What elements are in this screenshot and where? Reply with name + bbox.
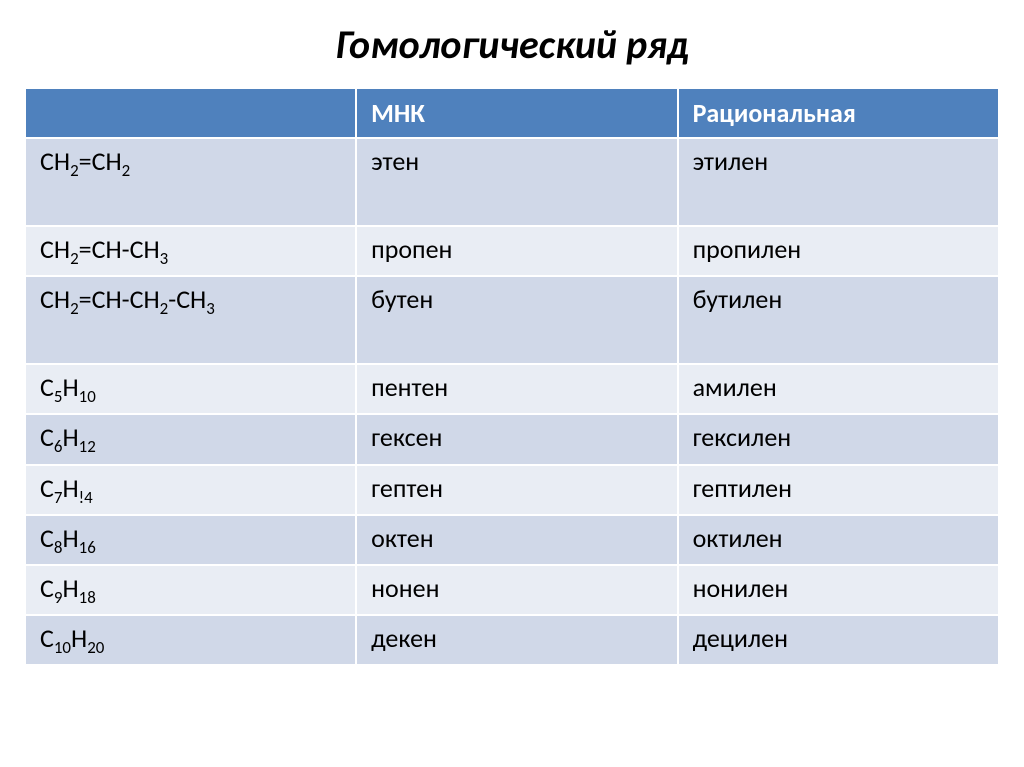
table-row: C9H18ноненнонилен [25,565,999,615]
cell-formula: C9H18 [25,565,356,615]
cell-rational: бутилен [678,276,999,364]
cell-rational: амилен [678,364,999,414]
cell-formula: C7H!4 [25,465,356,515]
table-row: C7H!4гептенгептилен [25,465,999,515]
cell-mnk: декен [356,615,677,665]
cell-mnk: пентен [356,364,677,414]
header-formula [25,88,356,138]
cell-formula: CH2=CH-CH2-CH3 [25,276,356,364]
table-row: C10H20декендецилен [25,615,999,665]
table-row: C5H10пентенамилен [25,364,999,414]
table-row: CH2=CH2этенэтилен [25,138,999,226]
table-row: C8H16октеноктилен [25,515,999,565]
header-rational: Рациональная [678,88,999,138]
table-row: C6H12гексенгексилен [25,414,999,464]
cell-formula: C6H12 [25,414,356,464]
cell-formula: CH2=CH2 [25,138,356,226]
cell-mnk: гексен [356,414,677,464]
cell-rational: децилен [678,615,999,665]
header-mnk: МНК [356,88,677,138]
table-row: CH2=CH-CH2-CH3бутенбутилен [25,276,999,364]
homologous-series-table: МНК Рациональная CH2=CH2этенэтиленCH2=CH… [24,87,1000,666]
cell-rational: пропилен [678,226,999,276]
cell-mnk: бутен [356,276,677,364]
cell-formula: C10H20 [25,615,356,665]
cell-rational: гексилен [678,414,999,464]
table-header-row: МНК Рациональная [25,88,999,138]
cell-rational: гептилен [678,465,999,515]
cell-mnk: нонен [356,565,677,615]
cell-rational: этилен [678,138,999,226]
cell-mnk: гептен [356,465,677,515]
page-title: Гомологический ряд [24,20,1000,69]
table-row: CH2=CH-CH3пропенпропилен [25,226,999,276]
cell-formula: C5H10 [25,364,356,414]
cell-rational: нонилен [678,565,999,615]
cell-mnk: пропен [356,226,677,276]
cell-rational: октилен [678,515,999,565]
cell-mnk: октен [356,515,677,565]
cell-formula: CH2=CH-CH3 [25,226,356,276]
cell-mnk: этен [356,138,677,226]
cell-formula: C8H16 [25,515,356,565]
